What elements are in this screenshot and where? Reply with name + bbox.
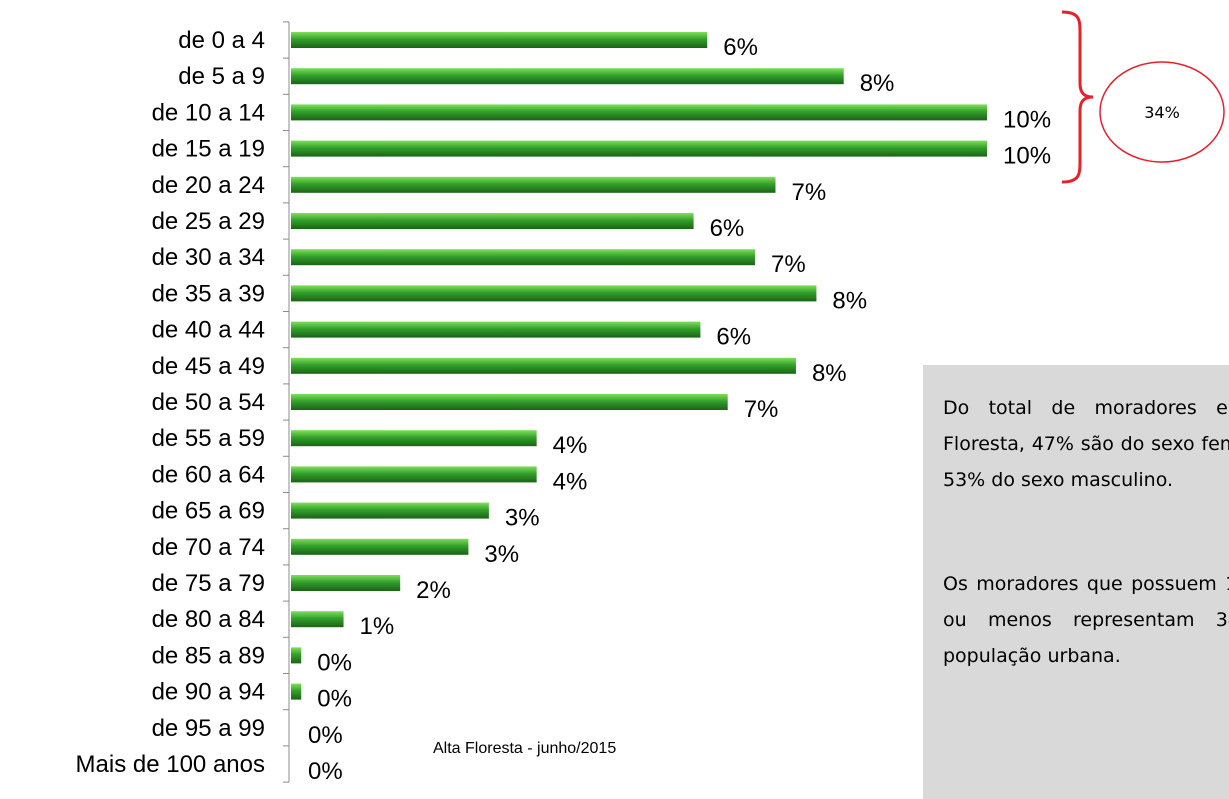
category-label: de 25 a 29 [152, 208, 265, 235]
bar [291, 249, 755, 266]
data-label: 8% [832, 287, 867, 314]
chart-caption: Alta Floresta - junho/2015 [433, 740, 617, 757]
bar [291, 321, 701, 338]
data-label: 6% [716, 324, 751, 351]
bar [291, 394, 728, 410]
category-label: de 30 a 34 [152, 244, 265, 271]
category-label: Mais de 100 anos [76, 751, 265, 778]
data-label: 4% [553, 432, 588, 459]
data-label: 10% [1003, 143, 1051, 170]
category-label: de 0 a 4 [178, 27, 265, 54]
data-label: 7% [791, 179, 826, 206]
bar [291, 430, 537, 447]
data-label: 10% [1003, 106, 1051, 133]
data-label: 7% [744, 396, 779, 423]
info-text: Do total de moradores em Alta Floresta, … [943, 390, 1229, 742]
data-label: 3% [505, 505, 540, 532]
bar [291, 140, 987, 157]
category-label: de 35 a 39 [152, 280, 265, 307]
data-label: 2% [416, 577, 451, 604]
data-label: 6% [723, 34, 758, 61]
data-label: 1% [360, 613, 395, 640]
bar [291, 575, 401, 591]
category-label: de 85 a 89 [152, 642, 265, 669]
category-label: de 90 a 94 [152, 679, 265, 706]
bar [291, 213, 694, 229]
category-label: de 55 a 59 [152, 425, 265, 452]
labels-layer: de 0 a 4 6% de 5 a 9 8% de 10 a 14 10% de 15 a… [76, 27, 1052, 785]
bar [291, 502, 489, 519]
bar [291, 32, 708, 48]
bar [291, 104, 987, 121]
data-label: 0% [308, 722, 343, 749]
category-label: de 50 a 54 [152, 389, 265, 416]
category-label: de 20 a 24 [152, 172, 265, 199]
category-label: de 70 a 74 [152, 534, 265, 561]
annotation-circle [1099, 61, 1225, 163]
bar [291, 611, 344, 628]
category-label: de 95 a 99 [152, 715, 265, 742]
bar [291, 357, 796, 374]
bar [291, 683, 302, 700]
annotation-label: 34% [1144, 103, 1180, 122]
data-label: 8% [860, 70, 895, 97]
category-label: de 80 a 84 [152, 606, 265, 633]
category-label: de 45 a 49 [152, 353, 265, 380]
brace-annotation [1061, 10, 1094, 184]
data-label: 0% [317, 686, 352, 713]
category-label: de 15 a 19 [152, 136, 265, 163]
bar [291, 647, 302, 664]
bar [291, 538, 469, 555]
bar [291, 466, 537, 483]
data-label: 3% [484, 541, 519, 568]
info-paragraph-youth: Os moradores que possuem 19 anos ou meno… [943, 573, 1229, 667]
category-label: de 60 a 64 [152, 461, 265, 488]
bar [291, 176, 776, 193]
data-label: 4% [553, 468, 588, 495]
category-label: de 10 a 14 [152, 99, 265, 126]
annotation-layer: 34% [1061, 10, 1225, 184]
info-paragraph-gender: Do total de moradores em Alta Floresta, … [943, 397, 1229, 491]
data-label: 0% [308, 758, 343, 785]
category-label: de 5 a 9 [178, 63, 265, 90]
category-label: de 65 a 69 [152, 498, 265, 525]
category-label: de 40 a 44 [152, 317, 265, 344]
bar [291, 68, 844, 85]
data-label: 7% [771, 251, 806, 278]
category-label: de 75 a 79 [152, 570, 265, 597]
info-box: Do total de moradores em Alta Floresta, … [923, 365, 1229, 799]
data-label: 6% [710, 215, 745, 242]
bars-layer [291, 32, 987, 700]
data-label: 0% [317, 649, 352, 676]
bar [291, 285, 817, 302]
data-label: 8% [812, 360, 847, 387]
axis-layer [283, 21, 290, 783]
